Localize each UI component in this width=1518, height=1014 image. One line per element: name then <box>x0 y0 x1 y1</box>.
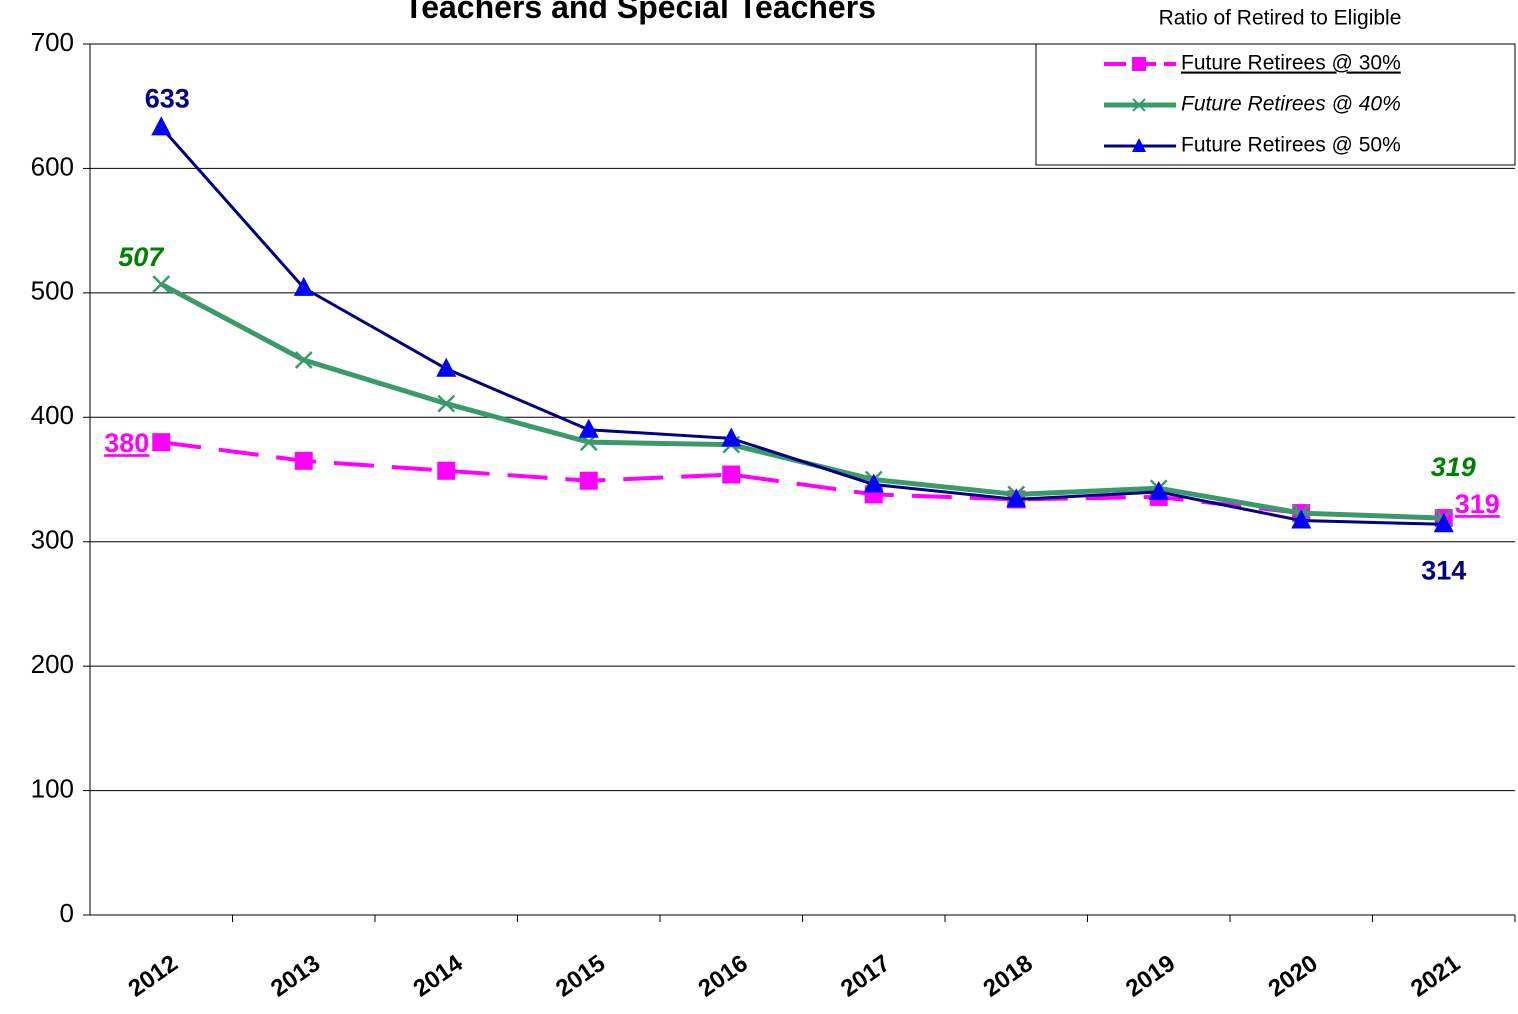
data-label: 633 <box>145 83 190 113</box>
data-label: 319 <box>1431 452 1476 482</box>
x-tick-label: 2020 <box>1263 950 1322 1003</box>
data-label: 507 <box>118 242 165 272</box>
x-tick-label: 2012 <box>123 950 182 1003</box>
marker <box>151 116 172 136</box>
marker <box>1433 513 1454 533</box>
marker <box>294 451 313 470</box>
marker <box>1148 480 1169 500</box>
x-tick-label: 2013 <box>266 950 325 1003</box>
marker <box>152 433 171 452</box>
y-tick-label: 200 <box>31 649 74 679</box>
y-tick-label: 400 <box>31 400 74 430</box>
marker <box>722 465 741 484</box>
marker <box>437 461 456 480</box>
legend-marker <box>1132 57 1146 71</box>
data-label: 314 <box>1421 555 1466 585</box>
marker <box>721 427 742 447</box>
marker <box>579 471 598 490</box>
marker <box>152 275 171 294</box>
marker <box>294 351 313 369</box>
y-tick-label: 100 <box>31 773 74 803</box>
marker <box>578 418 599 438</box>
x-tick-label: 2021 <box>1406 950 1465 1003</box>
y-tick-label: 0 <box>60 898 74 928</box>
series-line <box>160 126 1444 526</box>
data-label: 319 <box>1455 489 1500 519</box>
legend-label: Future Retirees @ 40% <box>1181 93 1401 116</box>
x-tick-label: 2015 <box>551 950 610 1003</box>
legend-label: Future Retirees @ 50% <box>1181 134 1401 157</box>
marker <box>863 473 884 493</box>
chart-title: Teachers and Special Teachers <box>404 0 876 25</box>
marker <box>1291 509 1312 529</box>
legend-item: Future Retirees @ 40% <box>1104 93 1401 116</box>
marker <box>437 394 456 413</box>
x-tick-label: 2018 <box>978 950 1037 1003</box>
legend-label: Future Retirees @ 30% <box>1181 52 1401 75</box>
x-tick-label: 2019 <box>1121 950 1180 1003</box>
y-tick-label: 500 <box>31 276 74 306</box>
x-tick-label: 2017 <box>836 950 895 1003</box>
marker <box>436 357 457 377</box>
y-tick-label: 300 <box>31 525 74 555</box>
legend-item: Future Retirees @ 30% <box>1104 52 1401 75</box>
legend-item: Future Retirees @ 50% <box>1104 134 1401 157</box>
legend-marker <box>1132 138 1146 152</box>
marker <box>293 276 314 296</box>
legend-title: Ratio of Retired to Eligible <box>1159 7 1402 30</box>
y-tick-label: 600 <box>31 151 74 181</box>
x-tick-label: 2014 <box>408 949 468 1002</box>
legend-marker <box>1132 98 1146 112</box>
x-tick-label: 2016 <box>693 950 752 1003</box>
y-tick-label: 700 <box>31 27 74 57</box>
data-label: 380 <box>104 428 149 458</box>
marker <box>1006 488 1027 508</box>
